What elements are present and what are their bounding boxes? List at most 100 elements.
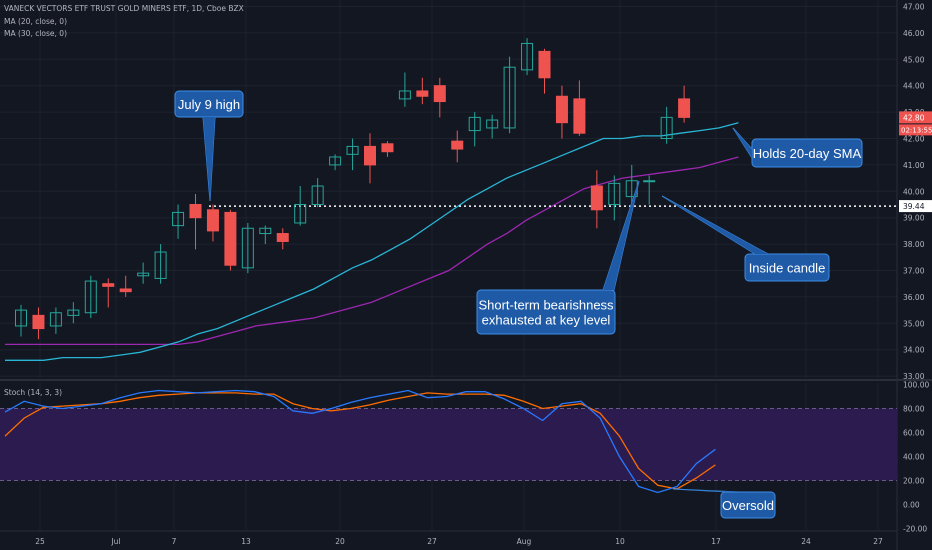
candle	[555, 85, 568, 139]
candle-body	[678, 98, 691, 118]
candle	[172, 204, 185, 239]
key-level-label: 39.44	[903, 202, 925, 211]
ma20-legend: MA (20, close, 0)	[4, 17, 68, 26]
candle	[154, 244, 167, 284]
candle-body	[241, 227, 254, 269]
candle	[329, 154, 342, 171]
annotation-box	[720, 491, 776, 519]
annotation-text: Holds 20-day SMA	[753, 146, 862, 161]
stoch-band	[0, 408, 897, 481]
price-tick-label: 40.00	[903, 187, 925, 196]
candle	[206, 204, 219, 242]
price-tick-label: 41.00	[903, 161, 925, 170]
price-tick-label: 33.00	[903, 372, 925, 381]
annotation-text: exhausted at key level	[482, 313, 611, 328]
annotation-callout: July 9 high	[174, 90, 244, 202]
candle-body	[521, 42, 534, 71]
time-tick-label: 27	[873, 537, 883, 546]
candle	[660, 106, 673, 144]
candle-body	[451, 140, 464, 150]
candle	[678, 85, 691, 123]
candle	[573, 80, 586, 136]
candle-body	[398, 90, 411, 100]
candle	[49, 307, 62, 334]
annotation-pointer-fill	[603, 181, 639, 290]
annotation-pointer-fill	[733, 128, 752, 158]
candle	[84, 275, 97, 319]
price-tick-label: 35.00	[903, 319, 925, 328]
candle	[416, 77, 429, 105]
candle-body	[102, 283, 115, 287]
candle	[32, 307, 45, 340]
candle	[503, 56, 516, 134]
candle-body	[224, 211, 237, 266]
candle-body	[49, 312, 62, 327]
candle-body	[346, 145, 359, 155]
candle	[433, 77, 446, 118]
candle-body	[189, 204, 202, 219]
candle-body	[364, 145, 376, 166]
candle-body	[486, 119, 499, 129]
candle	[643, 175, 656, 205]
candle-body	[643, 180, 656, 183]
current-price-badge	[899, 111, 932, 124]
candle-body	[503, 66, 516, 129]
annotation-text: July 9 high	[178, 97, 240, 112]
candle-body	[276, 233, 289, 242]
candle-body	[329, 156, 342, 166]
candle-body	[573, 98, 586, 134]
stoch-tick-label: 60.00	[903, 429, 925, 438]
candle-body	[154, 251, 167, 279]
candle	[398, 72, 411, 107]
current-price-label: 42.80	[903, 113, 925, 122]
candle	[67, 302, 80, 324]
price-tick-label: 38.00	[903, 240, 925, 249]
stoch-k-line	[4, 389, 716, 494]
ma30-line	[5, 156, 739, 346]
candle-body	[660, 116, 673, 139]
candle	[346, 138, 359, 171]
candle	[521, 38, 534, 76]
key-level-badge	[899, 200, 932, 213]
candle-body	[206, 209, 219, 232]
price-tick-label: 47.00	[903, 3, 925, 12]
candle	[119, 275, 132, 297]
candle	[137, 262, 150, 284]
candle-body	[311, 185, 324, 206]
candle-body	[608, 182, 621, 206]
candle	[189, 193, 202, 250]
annotation-box	[744, 253, 830, 282]
time-tick-label: 25	[35, 537, 45, 546]
annotation-pointer-fill	[662, 196, 768, 254]
candle-body	[15, 309, 27, 327]
time-tick-label: 10	[615, 537, 625, 546]
annotation-pointer-fill	[203, 117, 215, 201]
candle-body	[259, 227, 272, 235]
symbol-legend: VANECK VECTORS ETF TRUST GOLD MINERS ETF…	[4, 4, 244, 13]
ma30-legend: MA (30, close, 0)	[4, 29, 68, 38]
annotation-text: Inside candle	[749, 261, 826, 276]
candle	[294, 186, 307, 226]
candle-body	[137, 272, 150, 277]
price-tick-label: 45.00	[903, 55, 925, 64]
time-tick-label: 20	[335, 537, 345, 546]
candle-body	[119, 288, 132, 293]
stoch-tick-label: 40.00	[903, 453, 925, 462]
annotation-pointer-fill	[673, 489, 740, 492]
candle	[486, 114, 499, 139]
price-tick-label: 34.00	[903, 346, 925, 355]
annotation-box	[476, 289, 616, 335]
candle	[468, 112, 481, 147]
candle	[311, 178, 324, 208]
annotation-text: Short-term bearishness	[478, 298, 614, 313]
time-tick-label: Jul	[110, 537, 120, 546]
stoch-d-line	[4, 392, 716, 490]
stoch-tick-label: 0.00	[903, 501, 920, 510]
annotation-callout: Inside candle	[661, 195, 830, 282]
candle	[590, 170, 603, 229]
countdown-label: 02:13:55	[901, 126, 932, 134]
candle	[259, 225, 272, 245]
candle-body	[67, 309, 80, 316]
annotation-callout: Holds 20-day SMA	[732, 127, 863, 168]
